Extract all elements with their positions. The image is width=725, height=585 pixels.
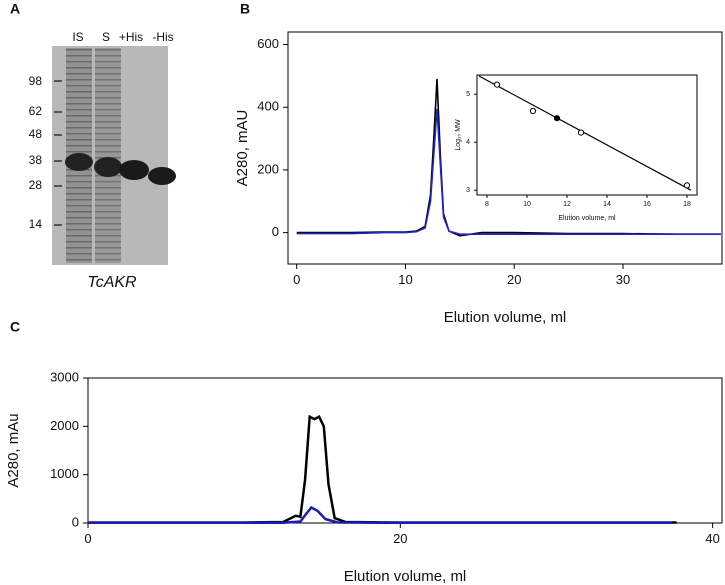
lane-label: -His (152, 30, 173, 44)
plot-frame (476, 74, 698, 196)
x-axis-label: Elution volume, ml (344, 568, 467, 585)
marker-label: 38 (29, 153, 43, 167)
y-tick-label: 5 (466, 91, 470, 98)
gel-image (52, 46, 176, 265)
marker-label: 28 (29, 178, 43, 192)
x-tick-label: 10 (398, 272, 412, 287)
x-tick-label: 20 (393, 531, 407, 546)
lane-label: S (102, 30, 110, 44)
y-tick-label: 600 (257, 36, 279, 51)
y-tick-label: 2000 (50, 418, 79, 433)
point (577, 129, 585, 136)
trace (296, 108, 721, 235)
x-tick-label: 12 (563, 201, 571, 208)
x-tick-label: 40 (705, 531, 719, 546)
y-tick-label: 200 (257, 161, 279, 176)
x-axis-label: Elution volume, ml (558, 215, 616, 222)
x-tick-label: 16 (643, 201, 651, 208)
y-tick-label: 3000 (50, 369, 79, 384)
gel-caption: TcAKR (87, 274, 137, 291)
x-tick-label: 8 (485, 201, 489, 208)
x-tick-label: 30 (616, 272, 630, 287)
x-tick-label: 10 (523, 201, 531, 208)
marker-label: 14 (29, 217, 43, 231)
point (493, 81, 501, 88)
trace (88, 414, 677, 524)
marker-label: 48 (29, 127, 43, 141)
y-axis-label: Log₁₀ MW (455, 119, 462, 151)
y-tick-label: 1000 (50, 466, 79, 481)
point (683, 182, 691, 189)
panel-label: B (240, 1, 250, 17)
point (553, 115, 561, 122)
trace (88, 505, 672, 525)
plot-frame (287, 31, 723, 265)
y-tick-label: 4 (466, 139, 470, 146)
y-axis-label: A280, mAu (5, 413, 22, 487)
x-tick-label: 20 (507, 272, 521, 287)
y-tick-label: 0 (272, 224, 279, 239)
y-axis-label: A280, mAU (234, 110, 251, 187)
fit-line (478, 75, 692, 191)
y-tick-label: 0 (72, 514, 79, 529)
lane-label: IS (72, 30, 83, 44)
panel-label: C (10, 319, 20, 335)
point (529, 107, 537, 115)
x-axis-label: Elution volume, ml (444, 309, 567, 326)
lane-label: +His (119, 30, 143, 44)
y-tick-label: 3 (466, 187, 470, 194)
x-tick-label: 14 (603, 201, 611, 208)
trace (296, 78, 721, 237)
plot-frame (87, 377, 723, 524)
x-tick-label: 0 (84, 531, 91, 546)
marker-label: 62 (29, 104, 43, 118)
x-tick-label: 0 (293, 272, 300, 287)
x-tick-label: 18 (683, 201, 691, 208)
y-tick-label: 400 (257, 99, 279, 114)
marker-label: 98 (29, 74, 43, 88)
panel-label: A (10, 1, 20, 17)
